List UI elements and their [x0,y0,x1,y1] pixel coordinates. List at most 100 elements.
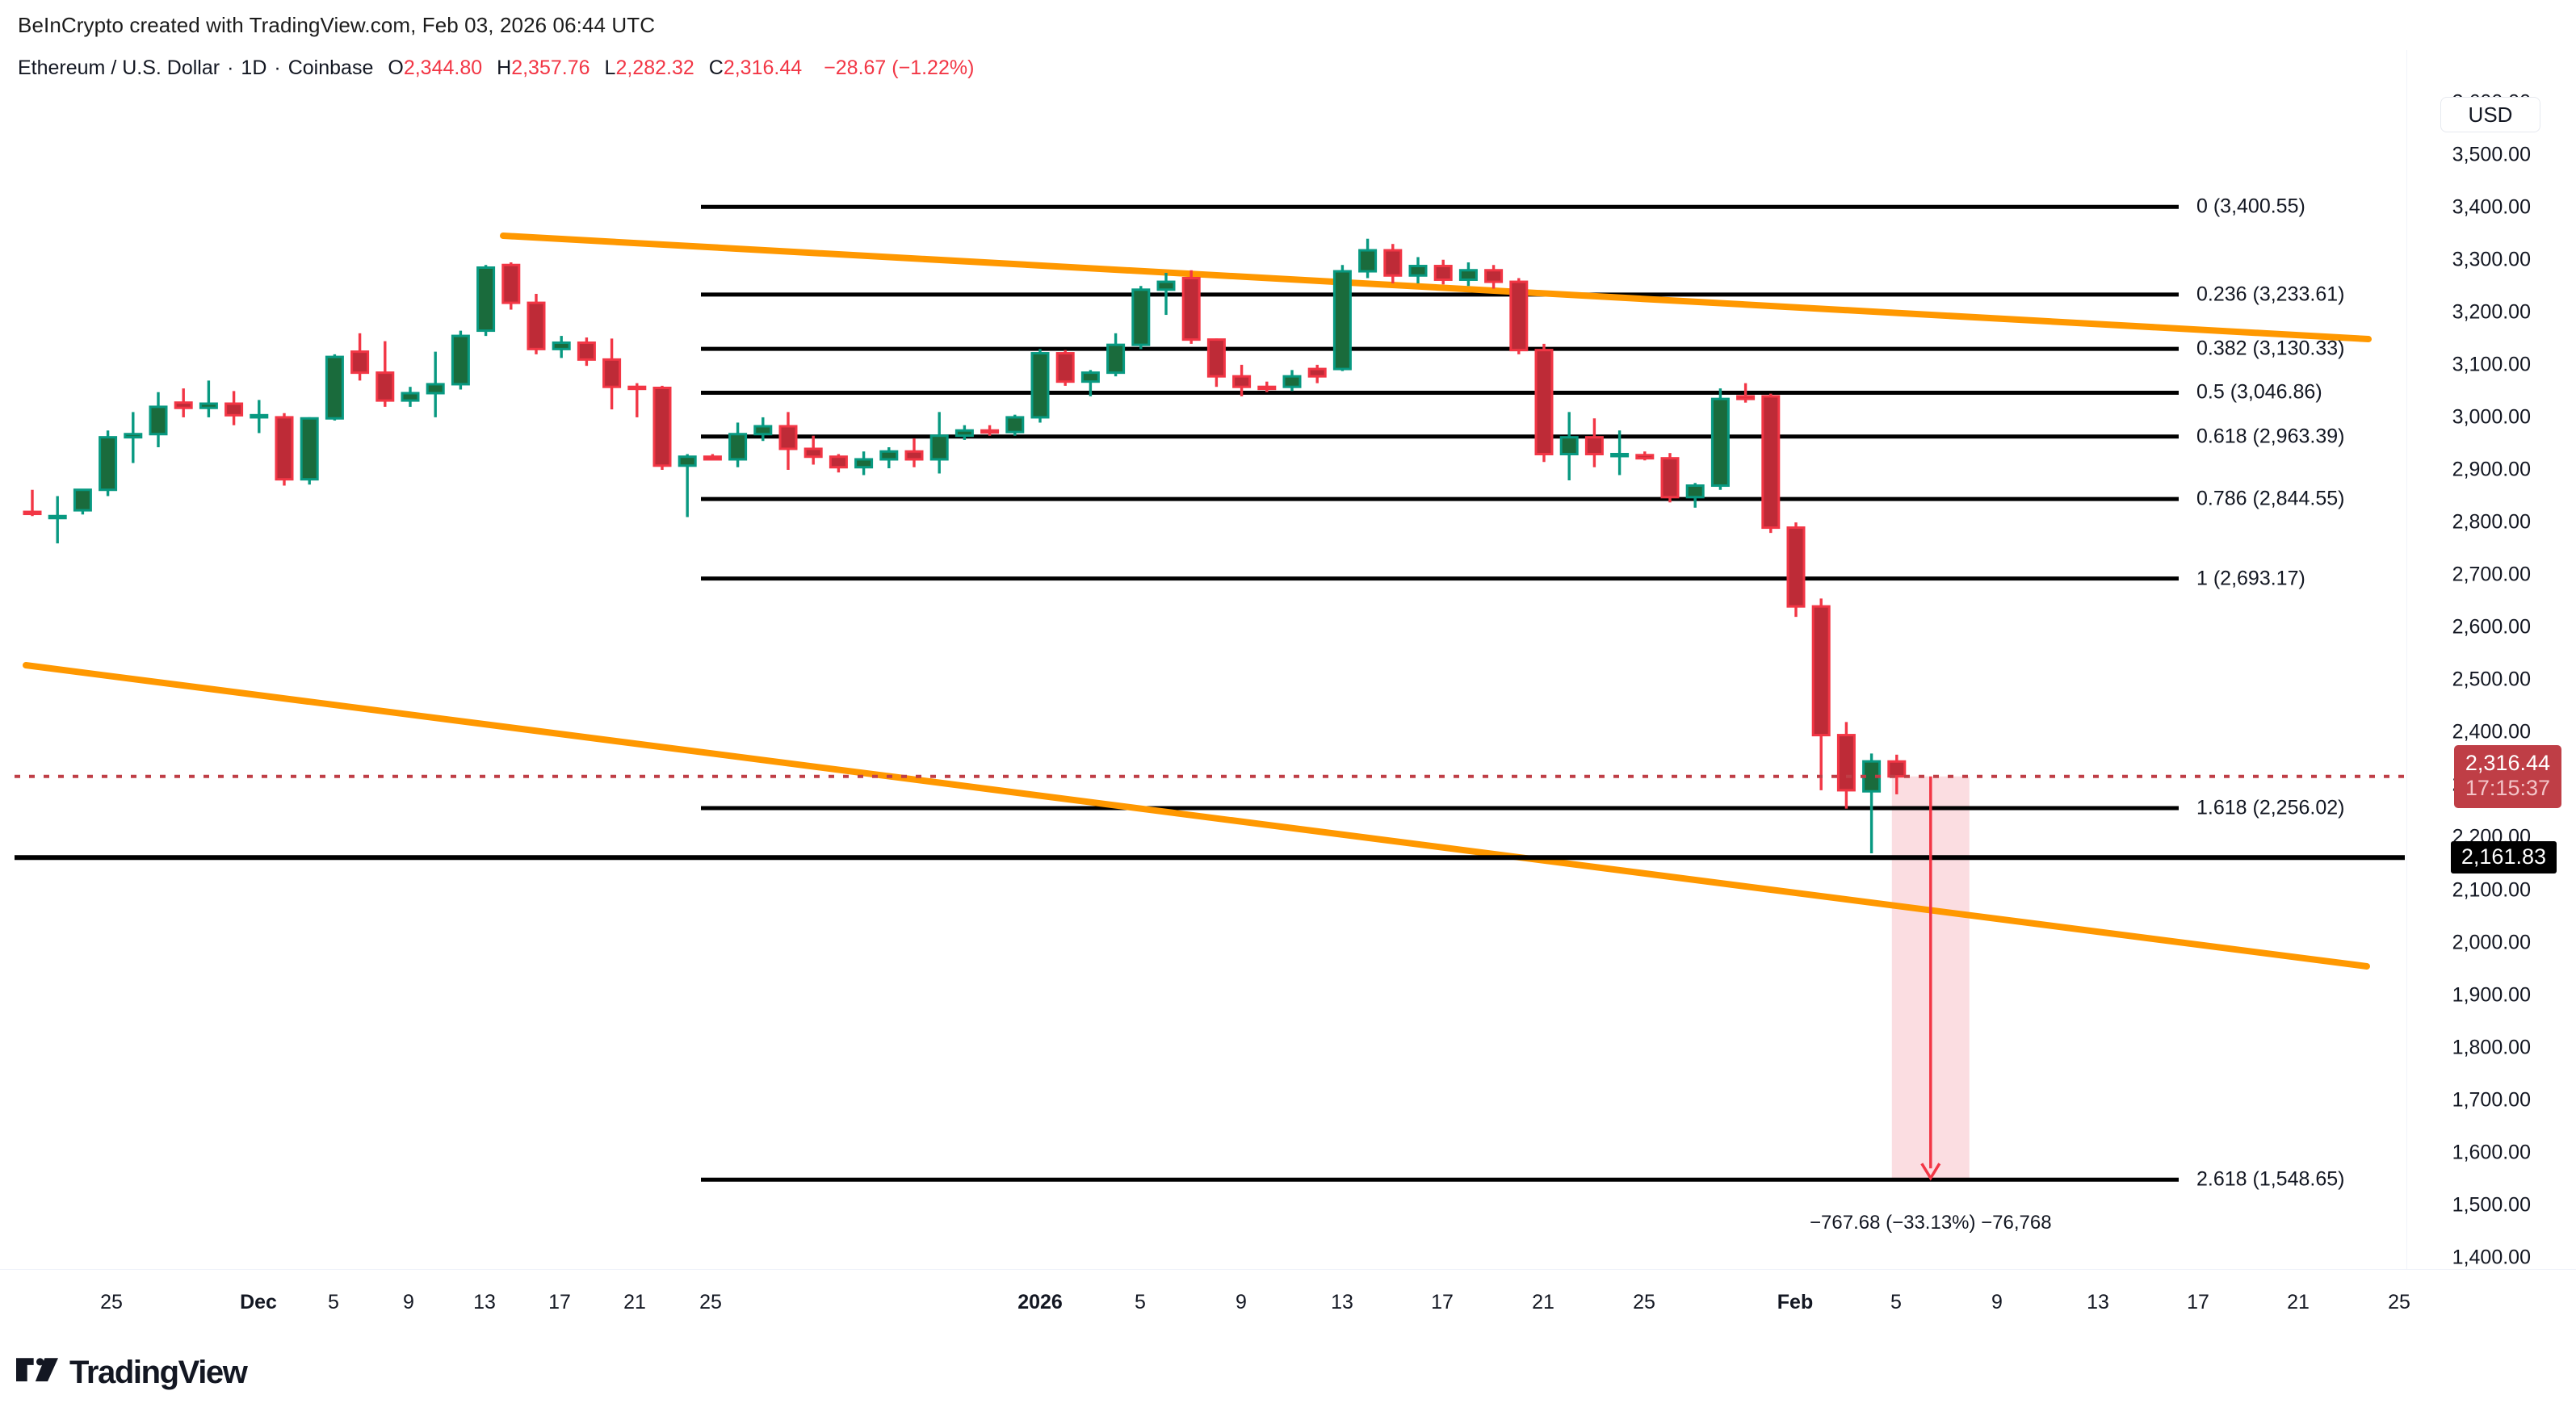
price-tick-190000: 1,900.00 [2452,983,2531,1007]
candle-nov-21[interactable] [23,489,42,517]
candle-nov-22[interactable] [48,496,67,544]
tradingview-logo-icon [16,1357,58,1389]
candle-jan-18[interactable] [1484,265,1504,289]
candle-dec-20[interactable] [753,417,773,442]
legend-open-value: 2,344.80 [403,57,483,79]
candle-jan-16[interactable] [1433,259,1453,285]
fib-label-1.618: 1.618 (2,256.02) [2196,796,2345,819]
lower-descending-trendline[interactable] [23,662,2370,970]
candle-jan-28[interactable] [1736,383,1756,403]
candle-dec-03[interactable] [325,354,344,421]
candle-dec-23[interactable] [829,454,848,473]
candle-body [1811,605,1831,737]
candle-jan-10[interactable] [1282,370,1302,392]
candle-dec-06[interactable] [401,387,420,407]
tradingview-logo[interactable]: TradingView [16,1355,248,1391]
candle-dec-08[interactable] [451,330,470,390]
candle-dec-24[interactable] [854,451,874,475]
candle-dec-13[interactable] [577,337,596,367]
candle-jan-19[interactable] [1509,278,1529,354]
candle-jan-05[interactable] [1156,273,1176,316]
candle-jan-29[interactable] [1761,393,1781,534]
candle-jan-02[interactable] [1080,370,1100,396]
candle-dec-02[interactable] [300,417,319,485]
candle-dec-14[interactable] [602,338,622,410]
candle-jan-24[interactable] [1635,451,1655,461]
candlestick-plot[interactable] [15,50,2405,1269]
candle-jan-09[interactable] [1257,381,1277,392]
candle-dec-30[interactable] [1005,414,1025,436]
candle-jan-17[interactable] [1458,262,1478,287]
legend-symbol[interactable]: Ethereum / U.S. Dollar [18,57,220,79]
legend-interval[interactable]: 1D [241,57,267,79]
candle-nov-27[interactable] [174,388,193,417]
candle-jan-11[interactable] [1307,364,1327,383]
currency-badge[interactable]: USD [2440,97,2540,132]
legend-high-value: 2,357.76 [511,57,590,79]
candle-jan-25[interactable] [1660,453,1680,503]
candle-jan-06[interactable] [1181,270,1201,344]
time-scale-axis[interactable]: 25 Dec 5 9 13 17 21 25 2026 5 9 13 17 21 25 Feb 5 9 13 17 21… [0,1269,2576,1342]
price-scale-axis[interactable]: 3,600.003,500.003,400.003,300.003,200.00… [2406,50,2576,1269]
candle-nov-25[interactable] [124,412,143,463]
candle-dec-27[interactable] [929,412,949,474]
candle-dec-15[interactable] [627,383,647,417]
candle-feb-02[interactable] [1862,753,1882,853]
candle-body [1559,436,1579,455]
candle-jan-13[interactable] [1358,238,1378,279]
candle-dec-05[interactable] [375,341,395,407]
candle-jan-23[interactable] [1610,430,1630,475]
candle-jan-01[interactable] [1055,350,1075,386]
candle-dec-25[interactable] [879,447,899,469]
candle-jan-26[interactable] [1685,483,1705,508]
legend-exchange[interactable]: Coinbase [287,57,374,79]
candle-jan-20[interactable] [1534,343,1554,463]
candle-dec-19[interactable] [728,422,748,467]
candle-nov-23[interactable] [73,488,92,515]
candle-jan-22[interactable] [1584,418,1604,467]
last-price-tag[interactable]: 2,316.44 17:15:37 [2453,744,2561,808]
level-price-tag[interactable]: 2,161.83 [2450,841,2557,874]
candle-dec-21[interactable] [778,412,798,470]
upper-descending-trendline[interactable] [500,233,2372,342]
candle-dec-26[interactable] [904,438,924,467]
candle-jan-14[interactable] [1383,244,1403,284]
candle-jan-03[interactable] [1106,333,1126,377]
candle-nov-29[interactable] [224,391,244,425]
candle-dec-10[interactable] [501,262,521,310]
candle-jan-04[interactable] [1131,286,1151,350]
candle-feb-01[interactable] [1836,722,1856,809]
candle-dec-28[interactable] [954,425,974,440]
chart-legend[interactable]: Ethereum / U.S. Dollar · 1D · Coinbase O… [18,58,974,78]
candle-jan-12[interactable] [1332,265,1352,371]
candle-dec-22[interactable] [803,435,823,465]
candle-body [703,455,722,461]
candle-dec-17[interactable] [678,454,697,517]
candle-dec-18[interactable] [703,454,722,461]
candle-nov-30[interactable] [250,400,269,434]
candle-dec-16[interactable] [652,385,672,470]
candle-feb-03[interactable] [1887,754,1907,794]
candle-dec-29[interactable] [980,425,1000,436]
candle-dec-04[interactable] [350,333,370,381]
candle-dec-09[interactable] [476,265,496,337]
candle-jan-27[interactable] [1710,388,1730,490]
candle-dec-12[interactable] [552,336,571,358]
candle-dec-01[interactable] [275,413,294,486]
candle-jan-21[interactable] [1559,412,1579,481]
candle-jan-15[interactable] [1408,257,1428,284]
candle-body [1433,265,1453,281]
candle-dec-07[interactable] [426,351,445,417]
candle-nov-28[interactable] [199,380,218,417]
candle-dec-31[interactable] [1030,349,1050,423]
time-tick-5: 5 [328,1291,339,1313]
candle-dec-11[interactable] [527,294,546,354]
candle-jan-07[interactable] [1206,338,1226,388]
candle-nov-26[interactable] [149,392,168,448]
candle-jan-08[interactable] [1232,364,1252,396]
candle-jan-31[interactable] [1811,598,1831,790]
candle-jan-30[interactable] [1786,522,1806,618]
chart-plot-area[interactable] [15,50,2405,1269]
candle-body [1887,760,1907,778]
candle-nov-24[interactable] [99,430,118,496]
